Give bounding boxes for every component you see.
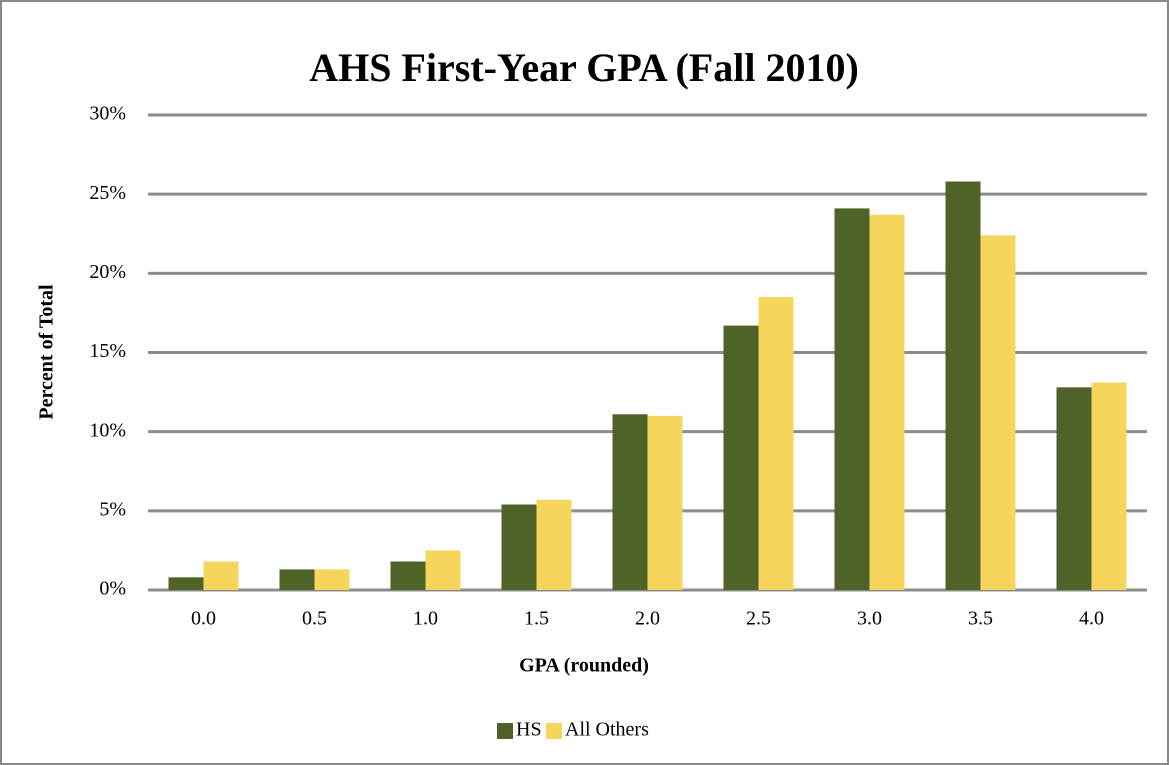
y-tick-label: 20%: [89, 261, 126, 283]
bar: [1091, 382, 1127, 590]
bar: [279, 569, 315, 590]
x-tick-label: 2.0: [635, 608, 660, 630]
y-tick-label: 10%: [89, 419, 126, 441]
x-tick-label: 2.5: [746, 608, 771, 630]
bar: [390, 561, 426, 590]
x-tick-label: 3.0: [857, 608, 882, 630]
x-tick-label: 4.0: [1079, 608, 1104, 630]
legend-swatch: [497, 723, 513, 739]
bar: [314, 569, 350, 590]
bar: [425, 550, 461, 590]
bar: [1056, 387, 1092, 590]
bar: [869, 214, 905, 590]
x-tick-label: 0.0: [191, 608, 216, 630]
y-tick-label: 15%: [89, 340, 126, 362]
bar: [980, 235, 1016, 591]
y-tick-label: 5%: [99, 498, 126, 520]
chart-title: AHS First-Year GPA (Fall 2010): [309, 45, 859, 90]
x-tick-label: 1.5: [524, 608, 549, 630]
bar: [647, 415, 683, 590]
bar: [945, 181, 981, 590]
bar: [834, 208, 870, 590]
y-tick-label: 25%: [89, 182, 126, 204]
legend-label: All Others: [565, 719, 649, 741]
x-tick-label: 3.5: [968, 608, 993, 630]
legend-swatch: [546, 723, 562, 739]
bar: [612, 414, 648, 590]
y-axis-title: Percent of Total: [36, 284, 58, 420]
bar: [168, 577, 204, 590]
x-tick-label: 0.5: [302, 608, 327, 630]
x-axis-title: GPA (rounded): [519, 655, 649, 677]
bar: [536, 499, 572, 590]
bar: [203, 561, 239, 590]
bar: [501, 504, 537, 590]
y-tick-label: 0%: [99, 578, 126, 600]
bar: [723, 325, 759, 590]
y-tick-label: 30%: [89, 103, 126, 125]
x-tick-label: 1.0: [413, 608, 438, 630]
bar: [758, 297, 794, 590]
legend-label: HS: [516, 719, 542, 741]
